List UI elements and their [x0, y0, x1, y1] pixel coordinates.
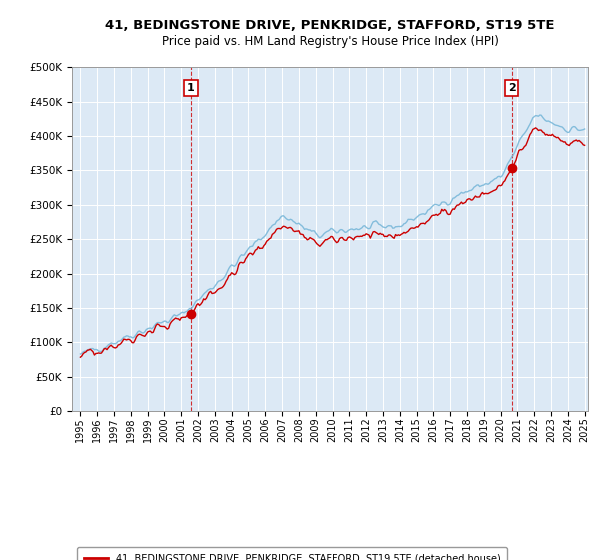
Text: Price paid vs. HM Land Registry's House Price Index (HPI): Price paid vs. HM Land Registry's House … — [161, 35, 499, 49]
Text: 2: 2 — [508, 83, 515, 93]
Text: 41, BEDINGSTONE DRIVE, PENKRIDGE, STAFFORD, ST19 5TE: 41, BEDINGSTONE DRIVE, PENKRIDGE, STAFFO… — [105, 18, 555, 32]
Legend: 41, BEDINGSTONE DRIVE, PENKRIDGE, STAFFORD, ST19 5TE (detached house), HPI: Aver: 41, BEDINGSTONE DRIVE, PENKRIDGE, STAFFO… — [77, 547, 508, 560]
Text: 1: 1 — [187, 83, 195, 93]
